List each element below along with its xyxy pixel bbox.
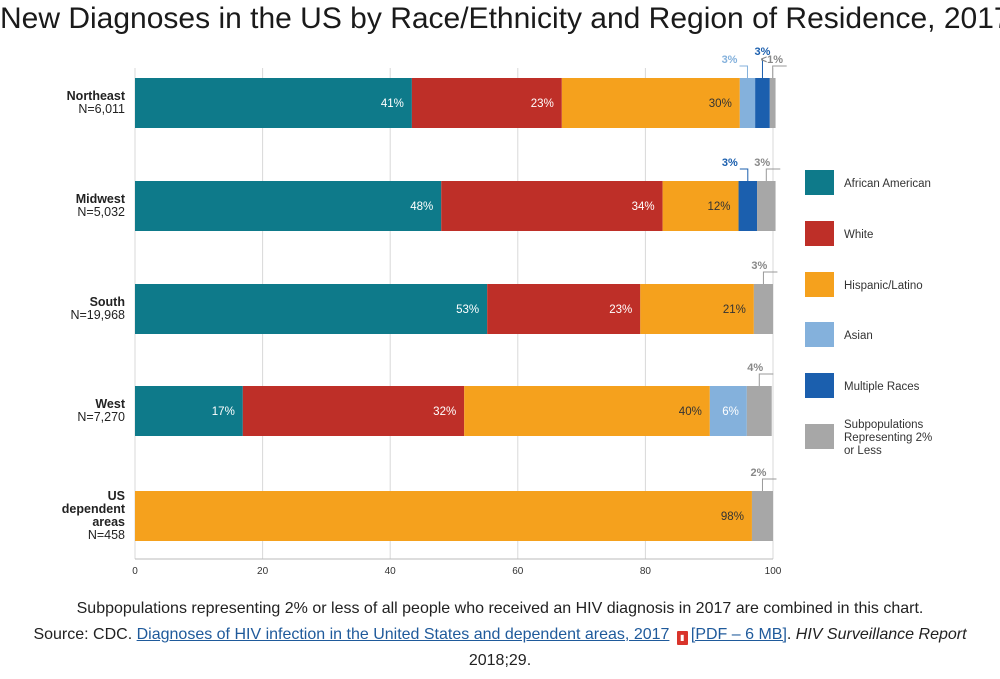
category-n-label: N=5,032 <box>77 205 125 219</box>
data-label: 17% <box>212 406 235 418</box>
data-label: 53% <box>456 304 479 316</box>
x-tick-label: 100 <box>765 566 782 577</box>
data-label: 30% <box>709 98 732 110</box>
category-label: dependent <box>62 502 126 516</box>
bar-segment <box>135 78 412 128</box>
bar-segment <box>640 284 754 334</box>
callout-line <box>765 168 781 181</box>
legend-label: Hispanic/Latino <box>844 280 923 292</box>
x-tick-label: 60 <box>512 566 524 577</box>
x-tick-label: 40 <box>385 566 397 577</box>
data-label: 32% <box>433 406 456 418</box>
legend-label: White <box>844 229 873 241</box>
bar-segment <box>561 78 740 128</box>
bar-segment <box>709 386 747 436</box>
data-label: 34% <box>632 201 655 213</box>
legend-swatch <box>805 424 834 449</box>
bar-segment <box>739 78 756 128</box>
page-title: New Diagnoses in the US by Race/Ethnicit… <box>0 2 1000 35</box>
callout-line <box>758 373 774 386</box>
bar-segment <box>757 181 776 231</box>
chart-footer: Subpopulations representing 2% or less o… <box>0 596 1000 674</box>
callout-line <box>761 478 777 491</box>
data-label: 40% <box>679 406 702 418</box>
legend-label: African American <box>844 178 931 190</box>
data-label: 48% <box>410 201 433 213</box>
category-label: South <box>90 295 125 309</box>
footer-source: Source: CDC. Diagnoses of HIV infection … <box>33 626 967 645</box>
category-n-label: N=6,011 <box>78 102 125 116</box>
legend-label: Subpopulations <box>844 419 924 431</box>
data-label: 12% <box>708 201 731 213</box>
data-label: 23% <box>609 304 632 316</box>
bar-segment <box>464 386 710 436</box>
callout-line <box>739 65 748 78</box>
bar-segment <box>135 181 442 231</box>
data-label: 21% <box>723 304 746 316</box>
bar-segment <box>135 284 488 334</box>
bar-segment <box>135 386 243 436</box>
bar-segment <box>242 386 465 436</box>
bar-segment <box>135 491 752 541</box>
bar-segment <box>751 491 773 541</box>
bar-segment <box>738 181 758 231</box>
callout-line <box>762 271 778 284</box>
pdf-size-link[interactable]: [PDF – 6 MB] <box>690 626 787 643</box>
legend-label: Multiple Races <box>844 381 920 393</box>
callout-label: 2% <box>750 467 766 479</box>
bar-segment <box>769 78 776 128</box>
bar-segment <box>441 181 663 231</box>
category-n-label: N=19,968 <box>70 308 125 322</box>
callout-line <box>739 168 749 181</box>
footer-note: Subpopulations representing 2% or less o… <box>76 600 924 617</box>
callout-line <box>772 65 787 78</box>
report-name: HIV Surveillance Report <box>795 626 967 643</box>
bar-segment <box>755 78 770 128</box>
source-link[interactable]: Diagnoses of HIV infection in the United… <box>136 626 670 643</box>
data-label: 6% <box>722 406 739 418</box>
category-label: Midwest <box>76 192 126 206</box>
pdf-icon: ▮ <box>676 631 688 645</box>
category-label: US <box>108 489 125 503</box>
x-tick-label: 80 <box>640 566 652 577</box>
category-label: areas <box>92 515 125 529</box>
legend-swatch <box>805 272 834 297</box>
legend-label: Asian <box>844 330 873 342</box>
callout-label: <1% <box>761 54 784 66</box>
legend-label: or Less <box>844 445 882 457</box>
x-tick-label: 20 <box>257 566 269 577</box>
legend-swatch <box>805 322 834 347</box>
bar-segment <box>662 181 739 231</box>
category-label: Northeast <box>67 89 126 103</box>
legend-label: Representing 2% <box>844 432 932 444</box>
x-tick-label: 0 <box>132 566 138 577</box>
legend-swatch <box>805 373 834 398</box>
report-year: 2018;29. <box>468 652 532 669</box>
callout-label: 4% <box>747 362 763 374</box>
data-label: 98% <box>721 511 744 523</box>
source-prefix: Source: CDC. <box>33 626 133 643</box>
callout-label: 3% <box>722 157 738 169</box>
category-label: West <box>95 397 125 411</box>
callout-label: 3% <box>722 54 738 66</box>
bar-segment <box>753 284 773 334</box>
callout-label: 3% <box>754 157 770 169</box>
legend-swatch <box>805 221 834 246</box>
bar-segment <box>487 284 641 334</box>
legend-swatch <box>805 170 834 195</box>
bar-segment <box>411 78 562 128</box>
callout-label: 3% <box>751 260 767 272</box>
data-label: 41% <box>381 98 404 110</box>
data-label: 23% <box>531 98 554 110</box>
callout-label: 3% <box>755 46 771 58</box>
category-n-label: N=458 <box>88 528 125 542</box>
category-n-label: N=7,270 <box>77 410 125 424</box>
bar-segment <box>746 386 772 436</box>
